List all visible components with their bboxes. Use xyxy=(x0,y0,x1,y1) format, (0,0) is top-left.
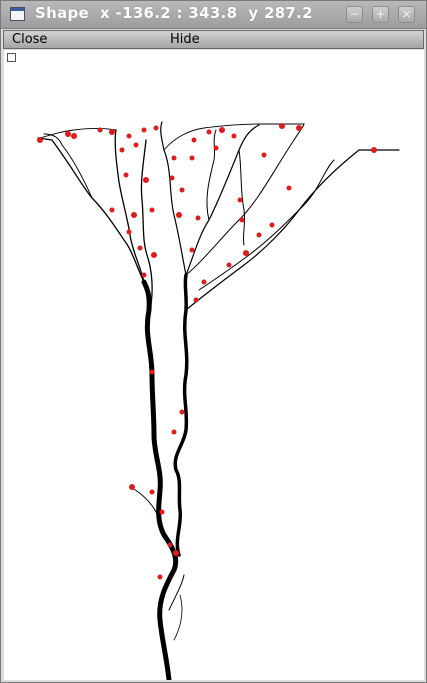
side-branch xyxy=(173,594,183,641)
shape-canvas[interactable] xyxy=(4,50,424,680)
menu-bar: Close Hide xyxy=(3,30,424,49)
branch xyxy=(238,149,246,246)
secondary-trunk xyxy=(173,273,189,557)
branch xyxy=(160,121,187,276)
close-menu-button[interactable]: Close xyxy=(12,32,48,47)
neuron-drawing xyxy=(37,121,400,680)
window-title: Shape x -136.2 : 343.8 y 287.2 xyxy=(35,4,313,22)
hide-menu-button[interactable]: Hide xyxy=(170,32,200,47)
branch xyxy=(198,159,335,291)
checkbox[interactable] xyxy=(7,53,16,62)
branch xyxy=(185,124,260,276)
branch xyxy=(39,128,117,139)
branch xyxy=(140,139,153,311)
close-window-button[interactable]: × xyxy=(398,6,415,23)
marker-points xyxy=(37,123,377,580)
side-branch xyxy=(168,574,185,611)
branch xyxy=(185,123,305,276)
title-bar[interactable]: Shape x -136.2 : 343.8 y 287.2 − + × xyxy=(1,1,426,29)
branch xyxy=(206,129,217,221)
minimize-button[interactable]: − xyxy=(346,6,363,23)
branch xyxy=(114,129,145,283)
branch xyxy=(37,137,145,283)
window-icon[interactable] xyxy=(10,7,25,21)
side-branch xyxy=(131,487,161,521)
main-trunk xyxy=(141,279,179,680)
maximize-button[interactable]: + xyxy=(372,6,389,23)
branch xyxy=(185,149,400,311)
